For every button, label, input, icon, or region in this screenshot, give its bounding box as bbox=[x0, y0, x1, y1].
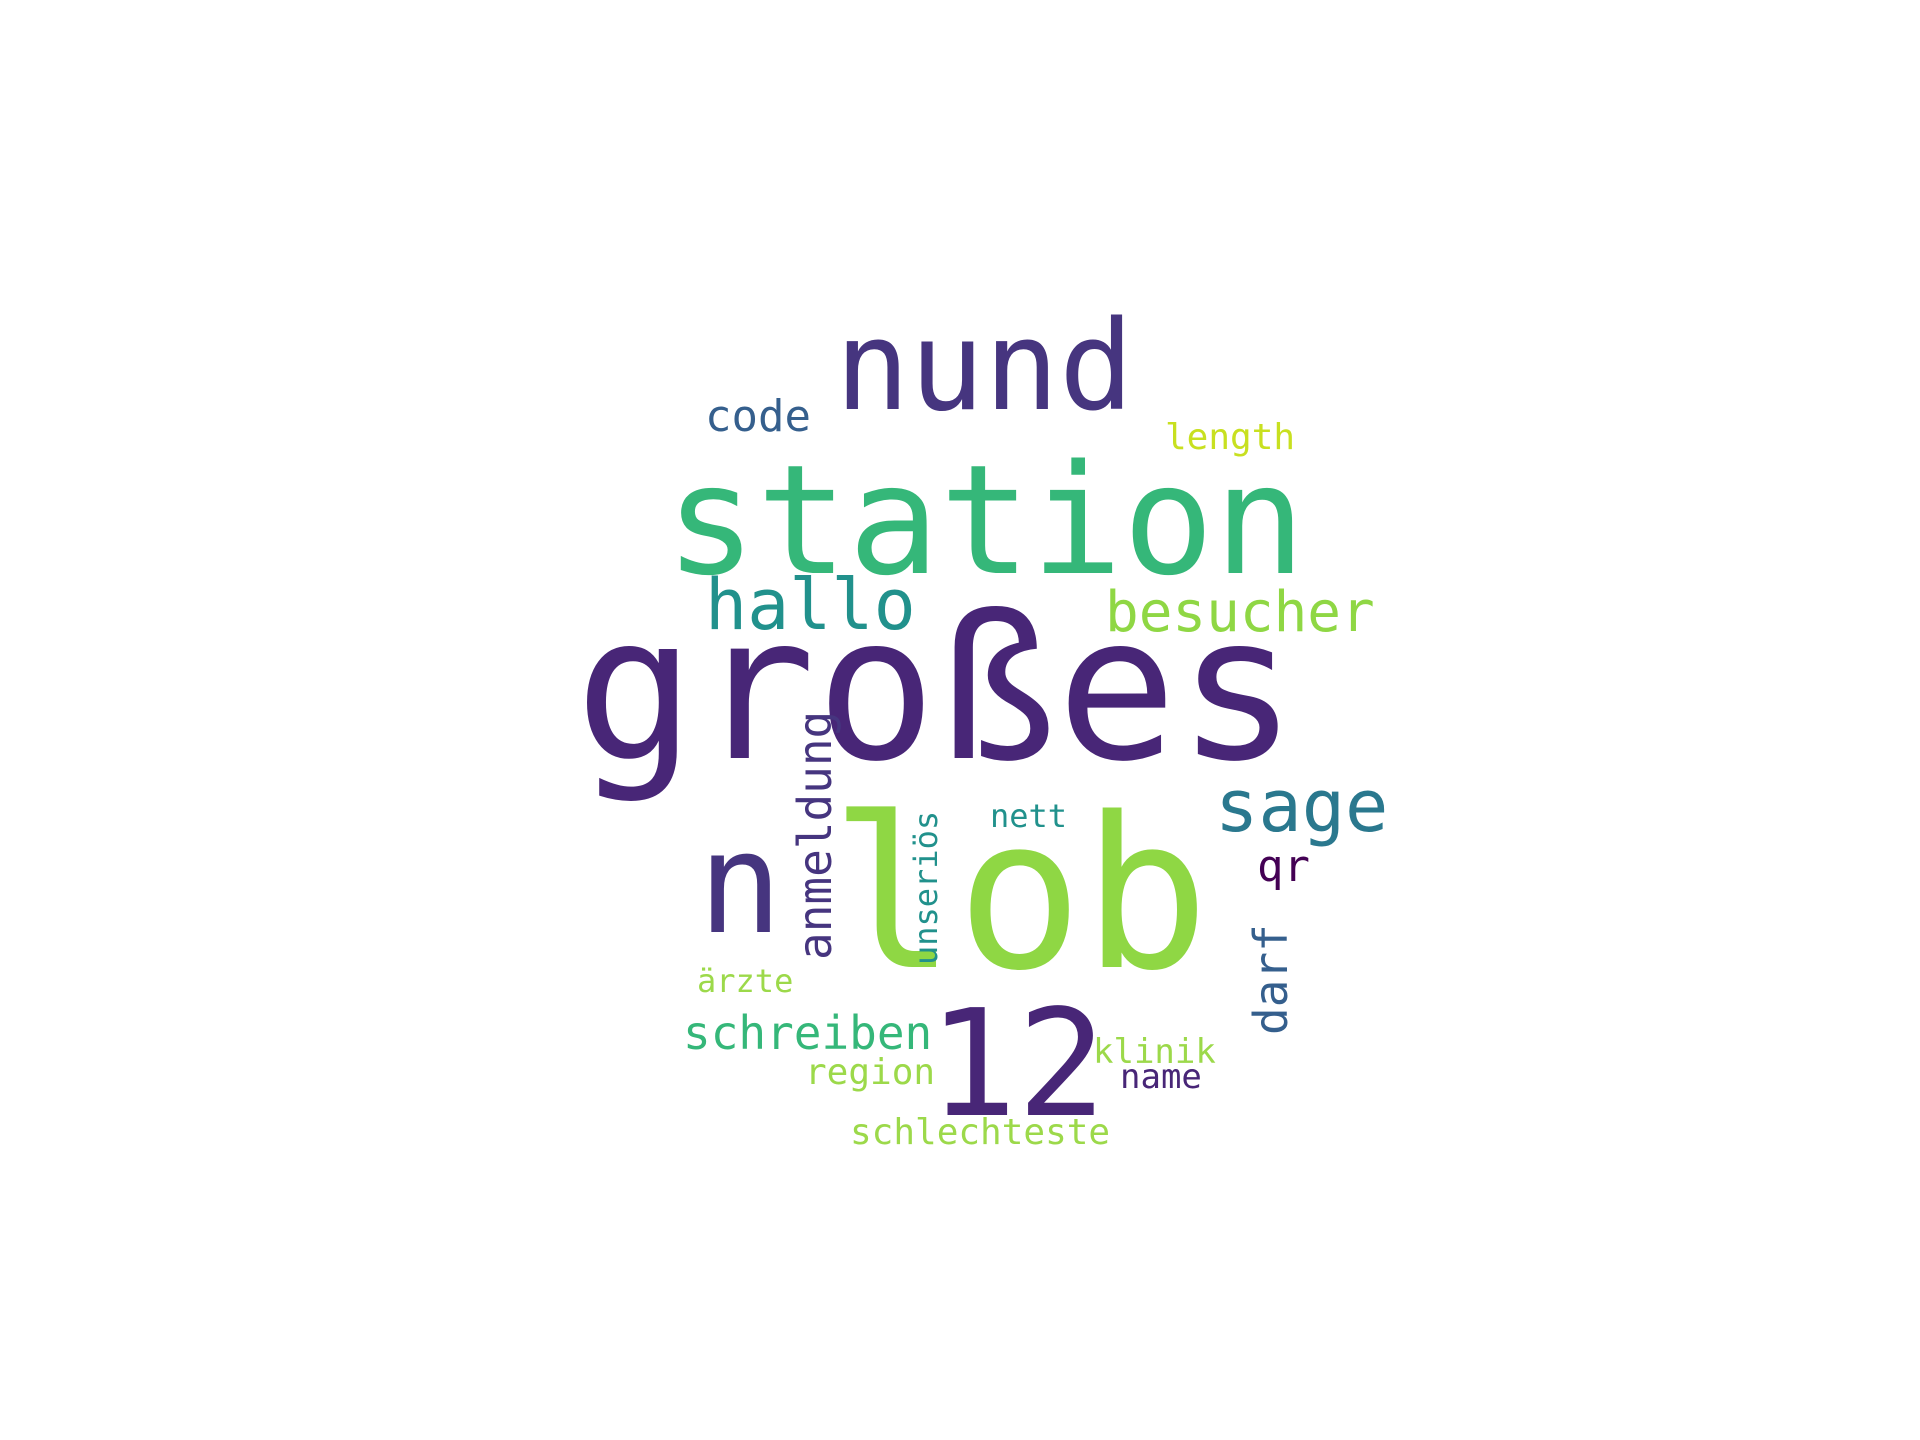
word-name: name bbox=[1120, 1057, 1202, 1097]
word-n: n bbox=[698, 803, 783, 966]
word-arzte: ärzte bbox=[697, 962, 794, 1000]
word-region: region bbox=[805, 1052, 936, 1093]
word-schlechteste: schlechteste bbox=[850, 1112, 1111, 1153]
word-qr: qr bbox=[1257, 841, 1310, 892]
word-anmeldung: anmeldung bbox=[788, 710, 842, 960]
word-hallo: hallo bbox=[705, 564, 916, 646]
word-station: station bbox=[665, 432, 1306, 609]
word-code: code bbox=[705, 391, 811, 442]
word-sage: sage bbox=[1215, 764, 1389, 848]
word-darf: darf bbox=[1244, 924, 1298, 1035]
word-nett: nett bbox=[990, 797, 1068, 835]
word-klinik: klinik bbox=[1093, 1032, 1216, 1072]
word-length: length bbox=[1165, 417, 1296, 458]
word-besucher: besucher bbox=[1105, 580, 1375, 645]
word-lob: lob bbox=[830, 772, 1210, 1017]
word-nund: nund bbox=[835, 295, 1134, 439]
word-unserios: unseriös bbox=[907, 810, 945, 965]
word-schreiben: schreiben bbox=[683, 1006, 933, 1060]
word-grosses: großes bbox=[575, 573, 1298, 806]
word-12: 12 bbox=[928, 978, 1107, 1150]
